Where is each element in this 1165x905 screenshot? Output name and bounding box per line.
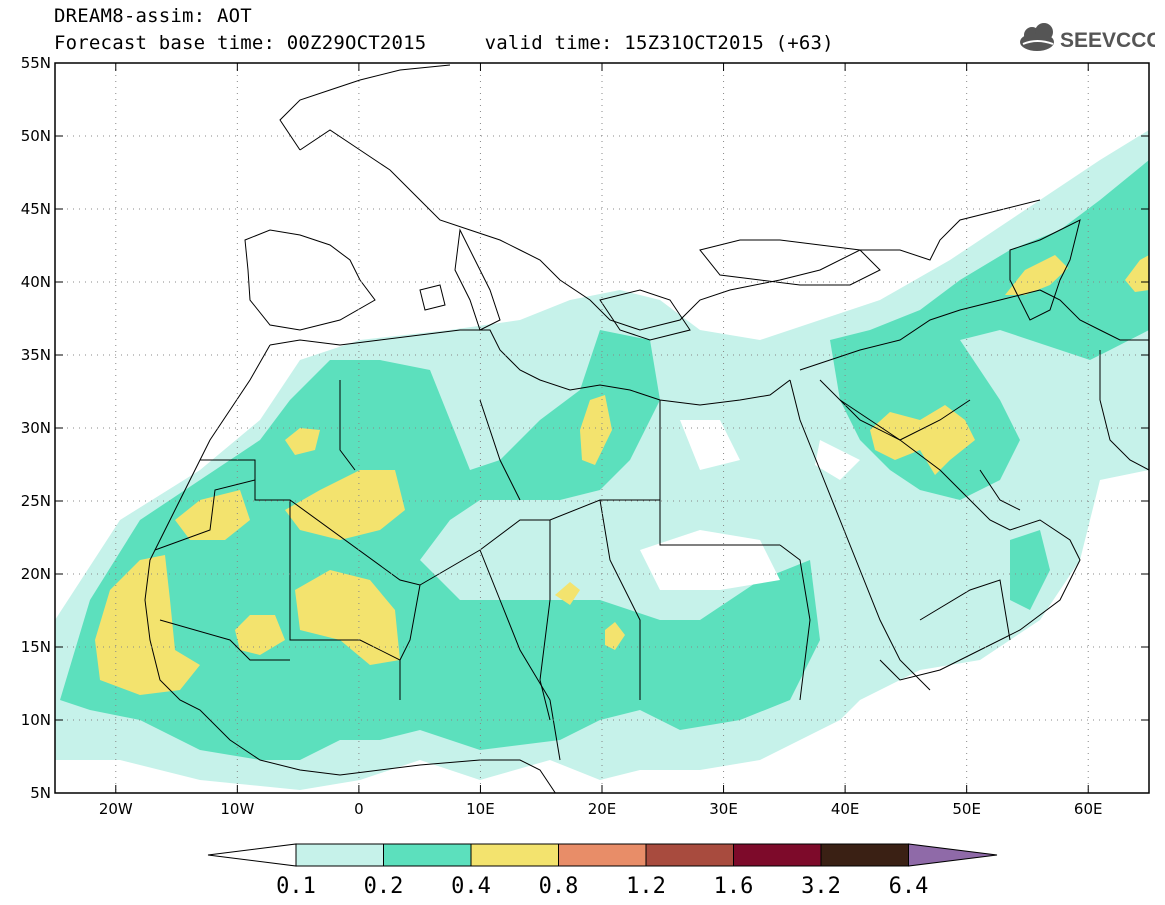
lat-tick-label: 30N	[21, 419, 51, 437]
aot-low-patch-3	[815, 440, 860, 480]
cloud-icon	[1020, 23, 1054, 51]
aot-band-yellow-1	[95, 555, 200, 695]
seevccc-logo: SEEVCCC	[1020, 23, 1155, 52]
aot-band-yellow-3	[295, 570, 400, 665]
lon-tick-label: 10E	[466, 800, 495, 818]
aot-band-yellow-4	[235, 615, 285, 655]
colorbar-label: 1.6	[714, 874, 754, 899]
lon-tick-label: 30E	[709, 800, 738, 818]
lat-tick-label: 25N	[21, 492, 51, 510]
aot-band-yellow-6	[285, 428, 320, 455]
colorbar-label: 0.8	[539, 874, 579, 899]
colorbar-over-triangle	[908, 843, 998, 867]
colorbar-label: 0.4	[451, 874, 491, 899]
colorbar-label: 0.1	[276, 874, 316, 899]
coastlines	[144, 64, 1149, 793]
colorbar-label: 3.2	[801, 874, 841, 899]
colorbar-label: 6.4	[889, 874, 929, 899]
aot-band-yellow-7	[580, 395, 612, 465]
aot-band-yellow-11	[1005, 255, 1068, 295]
lat-tick-label: 45N	[21, 200, 51, 218]
colorbar: 0.1 0.2 0.4 0.8 1.2 1.6 3.2 6.4	[207, 843, 998, 899]
colorbar-under-triangle	[207, 843, 297, 867]
map-grid	[55, 63, 1149, 793]
aot-low-patch-2	[680, 420, 740, 470]
colorbar-swatch	[295, 843, 384, 867]
aot-band-yellow-9	[605, 622, 625, 650]
aot-band-yellow-10	[870, 405, 975, 475]
map-subtitle: Forecast base time: 00Z29OCT2015 valid t…	[54, 32, 834, 54]
colorbar-swatch	[733, 843, 822, 867]
lat-tick-label: 55N	[21, 54, 51, 72]
lat-tick-label: 5N	[30, 784, 51, 802]
lon-tick-label: 60E	[1074, 800, 1103, 818]
colorbar-swatch	[470, 843, 559, 867]
latitude-axis: 55N 50N 45N 40N 35N 30N 25N 20N 15N 10N 5N	[21, 54, 1149, 802]
logo-text: SEEVCCC	[1060, 29, 1155, 52]
lon-tick-label: 20E	[588, 800, 617, 818]
lon-tick-label: 10W	[220, 800, 254, 818]
lon-tick-label: 20W	[99, 800, 133, 818]
lat-tick-label: 20N	[21, 565, 51, 583]
lon-tick-label: 40E	[831, 800, 860, 818]
colorbar-swatch	[558, 843, 647, 867]
lat-tick-label: 10N	[21, 711, 51, 729]
aot-band-green-ne	[830, 160, 1149, 500]
colorbar-swatch	[820, 843, 909, 867]
aot-band-green-arabia	[1010, 530, 1050, 610]
aot-band-yellow-12	[1125, 255, 1149, 292]
map-title: DREAM8-assim: AOT	[54, 5, 252, 27]
aot-band-yellow-2	[285, 470, 405, 540]
lat-tick-label: 35N	[21, 346, 51, 364]
colorbar-swatch	[383, 843, 472, 867]
colorbar-label: 0.2	[364, 874, 404, 899]
colorbar-label: 1.2	[626, 874, 666, 899]
aot-band-yellow-8	[555, 582, 580, 605]
lat-tick-label: 40N	[21, 273, 51, 291]
lat-tick-label: 50N	[21, 127, 51, 145]
aot-band-yellow-5	[175, 490, 250, 540]
longitude-axis: 20W 10W 0 10E 20E 30E 40E 50E 60E	[99, 63, 1103, 818]
lon-tick-label: 0	[354, 800, 364, 818]
colorbar-swatch	[645, 843, 734, 867]
lon-tick-label: 50E	[952, 800, 981, 818]
lat-tick-label: 15N	[21, 638, 51, 656]
